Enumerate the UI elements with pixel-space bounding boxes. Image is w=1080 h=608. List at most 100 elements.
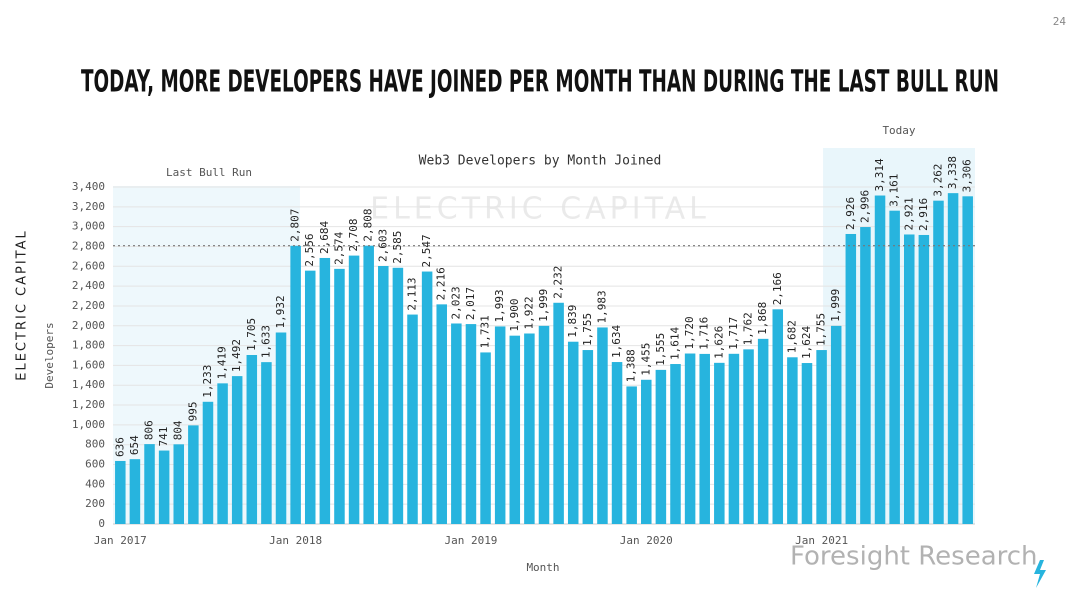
value-label: 2,807 — [289, 209, 302, 242]
bar — [494, 326, 506, 524]
value-label: 636 — [113, 437, 126, 457]
value-label: 1,922 — [522, 296, 535, 329]
logo-bolt — [1034, 560, 1046, 588]
bar — [451, 323, 462, 524]
bar — [874, 195, 886, 525]
plot: Last Bull Run Today Web3 Developers by Mon… — [43, 124, 975, 574]
value-label: 2,603 — [376, 229, 389, 262]
value-label: 1,983 — [595, 290, 608, 323]
y-tick-label: 2,600 — [72, 259, 105, 272]
bar — [392, 267, 404, 524]
value-label: 741 — [157, 427, 170, 447]
bar — [202, 401, 214, 524]
value-label: 2,808 — [362, 209, 375, 242]
bar — [188, 425, 199, 524]
bar — [830, 325, 842, 524]
bar — [611, 362, 623, 524]
value-label: 2,216 — [435, 267, 448, 300]
headline: TODAY, MORE DEVELOPERS HAVE JOINED PER M… — [81, 65, 999, 100]
y-tick-label: 600 — [85, 458, 105, 471]
y-tick-label: 1,200 — [72, 398, 105, 411]
bar — [816, 350, 827, 524]
value-label: 1,762 — [742, 312, 755, 345]
page-number: 24 — [1053, 15, 1067, 28]
bar — [538, 325, 550, 524]
y-axis-label: Developers — [43, 322, 56, 388]
x-tick-label: Jan 2019 — [444, 534, 497, 547]
value-label: 2,556 — [303, 234, 316, 267]
bar — [319, 257, 331, 524]
value-label: 1,682 — [785, 320, 798, 353]
y-tick-label: 1,400 — [72, 378, 105, 391]
value-label: 3,262 — [931, 164, 944, 197]
y-tick-label: 1,000 — [72, 418, 105, 431]
bar — [158, 450, 170, 524]
bar — [173, 444, 185, 524]
value-label: 2,996 — [858, 190, 871, 223]
y-tick-label: 3,400 — [72, 180, 105, 193]
value-label: 2,916 — [917, 198, 930, 231]
bar — [378, 265, 389, 524]
value-label: 1,555 — [654, 333, 667, 366]
value-label: 1,634 — [610, 325, 623, 358]
bar — [597, 327, 608, 524]
y-tick-label: 2,800 — [72, 239, 105, 252]
bar — [684, 353, 696, 524]
value-label: 2,232 — [552, 266, 565, 299]
watermark: ELECTRIC CAPITAL — [370, 192, 710, 227]
value-label: 1,705 — [245, 318, 258, 351]
value-label: 804 — [172, 420, 185, 440]
value-label: 1,717 — [727, 317, 740, 350]
bar — [903, 234, 915, 524]
x-tick-label: Jan 2017 — [94, 534, 147, 547]
bar — [567, 341, 579, 524]
value-label: 1,755 — [581, 313, 594, 346]
bar — [217, 383, 228, 524]
value-label: 1,716 — [698, 317, 711, 350]
y-tick-label: 1,600 — [72, 358, 105, 371]
x-tick-label: Jan 2018 — [269, 534, 322, 547]
value-label: 1,388 — [625, 349, 638, 382]
value-label: 995 — [186, 402, 199, 422]
y-tick-label: 2,200 — [72, 299, 105, 312]
value-label: 2,585 — [391, 231, 404, 264]
bar — [714, 362, 725, 524]
y-tick-label: 3,000 — [72, 220, 105, 233]
value-label: 1,492 — [230, 339, 243, 372]
bar — [889, 210, 900, 524]
bar — [509, 335, 521, 524]
value-label: 1,455 — [639, 343, 652, 376]
y-tick-label: 2,000 — [72, 319, 105, 332]
value-label: 2,547 — [420, 234, 433, 267]
value-label: 1,624 — [800, 326, 813, 359]
value-label: 1,993 — [493, 289, 506, 322]
bar — [933, 200, 944, 525]
value-label: 654 — [128, 435, 141, 455]
bar — [787, 357, 798, 524]
bar — [334, 268, 345, 524]
bar — [115, 460, 126, 524]
bar — [699, 353, 710, 524]
value-label: 1,626 — [712, 326, 725, 359]
value-label: 1,839 — [566, 305, 579, 338]
bar — [304, 270, 316, 524]
logo: ELECTRIC CAPITAL — [15, 229, 30, 380]
bar — [918, 234, 930, 524]
value-label: 1,900 — [508, 299, 521, 332]
value-label: 2,921 — [902, 197, 915, 230]
bar — [553, 302, 564, 524]
y-tick-label: 800 — [85, 438, 105, 451]
value-label: 1,633 — [259, 325, 272, 358]
value-label: 1,932 — [274, 295, 287, 328]
value-label: 806 — [143, 420, 156, 440]
value-label: 1,999 — [829, 289, 842, 322]
x-tick-label: Jan 2021 — [795, 534, 848, 547]
value-label: 2,023 — [449, 286, 462, 319]
value-label: 2,574 — [332, 231, 345, 264]
bar — [641, 379, 652, 524]
bar — [363, 245, 374, 524]
bar — [757, 338, 769, 524]
value-label: 1,731 — [479, 315, 492, 348]
y-tick-label: 3,200 — [72, 200, 105, 213]
